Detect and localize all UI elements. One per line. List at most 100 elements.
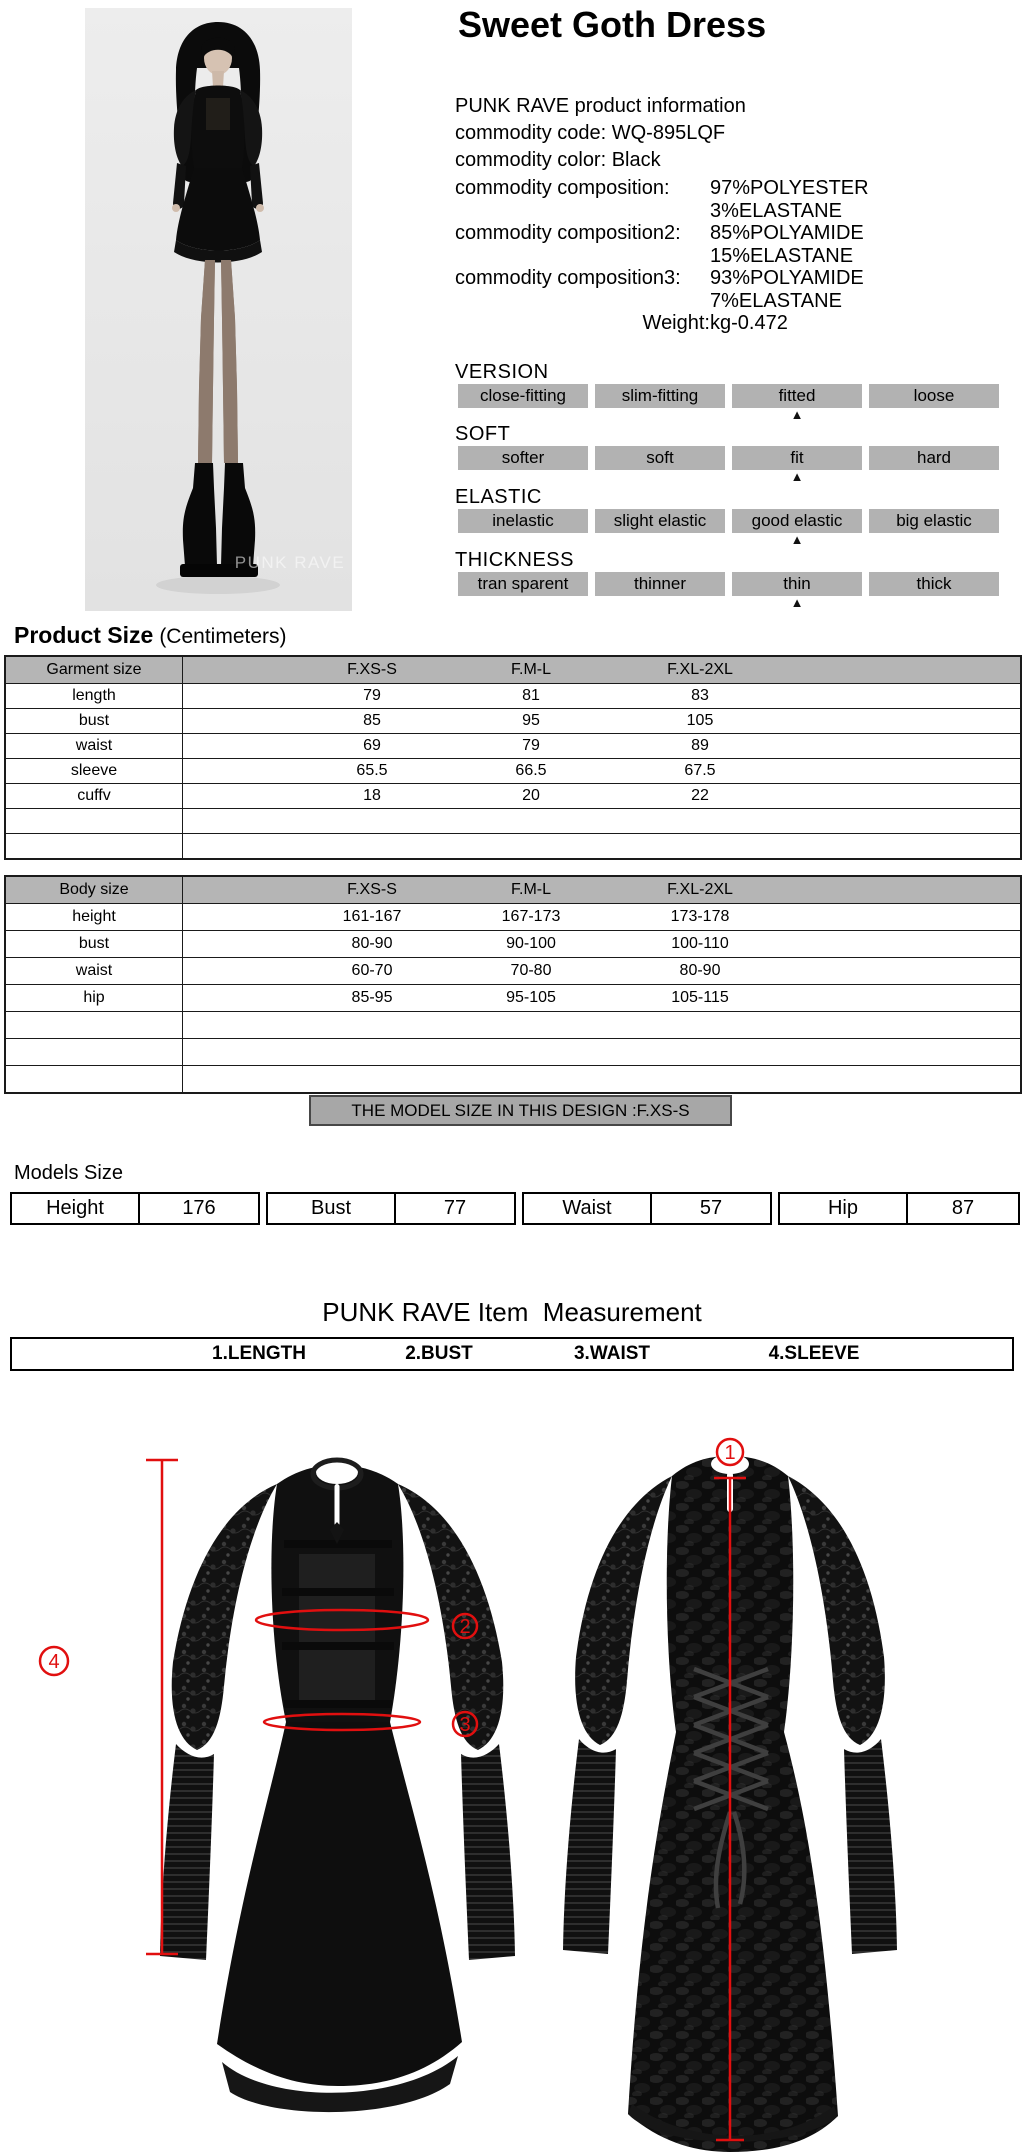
garment-size-table: Garment size F.XS-S F.M-L F.XL-2XL lengt… <box>4 655 1022 860</box>
hand-right <box>256 204 264 212</box>
marker-2-circle <box>451 1612 479 1640</box>
marker-1-label: 1 <box>724 1442 735 1464</box>
selected-marker-icon: ▲ <box>790 407 804 422</box>
back-skirt <box>628 1732 838 2152</box>
measurement-markers: 1 2 3 4 <box>48 1442 735 1736</box>
table-row-empty <box>6 1065 1020 1092</box>
marker-4-label: 4 <box>48 1651 59 1673</box>
attr-option: soft <box>595 446 725 470</box>
table-row: cuffv 18 20 22 <box>6 783 1020 808</box>
attr-option: slight elastic <box>595 509 725 533</box>
composition-block: commodity composition: 97%POLYESTER 3%ELA… <box>455 177 1020 335</box>
front-keyhole <box>334 1484 340 1526</box>
selected-marker-icon: ▲ <box>790 532 804 547</box>
table-header-row: Garment size F.XS-S F.M-L F.XL-2XL <box>6 657 1020 683</box>
composition-row: commodity composition: 97%POLYESTER <box>455 177 869 199</box>
back-sleeve-right <box>788 1476 885 1745</box>
models-size-heading: Models Size <box>14 1162 123 1184</box>
table-row-empty <box>6 1011 1020 1038</box>
composition-row: commodity composition2: 85%POLYAMIDE <box>455 222 864 244</box>
measurement-item-waist: 3.WAIST <box>573 1343 651 1364</box>
attr-elastic: ELASTIC inelastic slight elastic good el… <box>455 486 1003 547</box>
measurement-title: PUNK RAVE Item Measurement <box>322 1297 702 1327</box>
models-size-height: Height 176 <box>10 1192 260 1225</box>
attr-option: thinner <box>595 572 725 596</box>
info-code-line: commodity code: WQ-895LQF <box>455 122 726 144</box>
measurement-legend-bar: 1.LENGTH 2.BUST 3.WAIST 4.SLEEVE <box>10 1337 1014 1371</box>
front-lace-bands <box>282 1540 394 1708</box>
attr-option-selected: thin <box>732 572 862 596</box>
composition-row: 15%ELASTANE <box>710 244 854 267</box>
front-hem-ruffle <box>222 2056 458 2113</box>
marker-3-circle <box>451 1710 479 1738</box>
front-neck-opening <box>316 1460 358 1484</box>
measurement-item-sleeve: 4.SLEEVE <box>768 1343 860 1364</box>
composition-row: 7%ELASTANE <box>710 289 842 312</box>
back-hem-ruffle <box>628 2104 838 2142</box>
back-cuff-right <box>844 1739 897 1954</box>
selected-marker-icon: ▲ <box>790 469 804 484</box>
attr-option: thick <box>869 572 999 596</box>
models-size-hip: Hip 87 <box>778 1192 1020 1225</box>
brand-watermark: PUNK RAVE <box>235 553 346 572</box>
model-size-banner: THE MODEL SIZE IN THIS DESIGN :F.XS-S <box>309 1095 732 1126</box>
waist-guide-ellipse <box>262 1712 422 1732</box>
composition-row: commodity composition3: 93%POLYAMIDE <box>455 267 864 289</box>
table-row: waist 69 79 89 <box>6 733 1020 758</box>
attr-option-selected: fitted <box>732 384 862 408</box>
marker-4-circle <box>38 1645 70 1677</box>
table-row-empty <box>6 808 1020 833</box>
product-size-heading: Product Size (Centimeters) <box>14 622 287 648</box>
measurement-item-length: 1.LENGTH <box>212 1343 306 1364</box>
marker-2-label: 2 <box>459 1616 470 1638</box>
attr-thickness-label: THICKNESS <box>455 549 574 571</box>
model <box>172 22 264 577</box>
model-neck <box>212 71 224 87</box>
attr-option: loose <box>869 384 999 408</box>
info-color-line: commodity color: Black <box>455 149 661 171</box>
front-bow <box>330 1522 344 1544</box>
attr-option: softer <box>458 446 588 470</box>
table-column-divider <box>182 657 183 858</box>
info-brand-line: PUNK RAVE product information <box>455 95 746 117</box>
dress-back-view <box>563 1454 897 2152</box>
front-cuff-left <box>160 1744 214 1960</box>
table-column-divider <box>182 877 183 1092</box>
models-size-bust: Bust 77 <box>266 1192 516 1225</box>
measurement-guides <box>38 1437 746 2142</box>
weight-row: Weight: kg-0.472 <box>642 312 788 334</box>
dress-sleeve-left <box>173 90 196 166</box>
table-header-row: Body size F.XS-S F.M-L F.XL-2XL <box>6 877 1020 903</box>
dress-sleeve-right <box>240 90 263 166</box>
dress-front-view <box>160 1457 515 2113</box>
table-row: length 79 81 83 <box>6 683 1020 708</box>
attr-option: slim-fitting <box>595 384 725 408</box>
hand-left <box>172 204 180 212</box>
attr-soft: SOFT softer soft fit hard ▲ <box>455 423 1003 484</box>
table-row: bust 80-90 90-100 100-110 <box>6 930 1020 957</box>
arm-left <box>173 163 186 209</box>
model-hair <box>175 22 261 182</box>
front-cuff-right <box>461 1744 515 1960</box>
attr-option: close-fitting <box>458 384 588 408</box>
arm-right <box>250 163 263 209</box>
attr-option: tran sparent <box>458 572 588 596</box>
attr-version: VERSION close-fitting slim-fitting fitte… <box>455 361 1003 422</box>
body-size-table: Body size F.XS-S F.M-L F.XL-2XL height 16… <box>4 875 1022 1094</box>
boot-right-sole <box>216 564 258 577</box>
dress-bodice <box>191 85 245 168</box>
attr-option-selected: fit <box>732 446 862 470</box>
models-size-waist: Waist 57 <box>522 1192 772 1225</box>
product-photo: PUNK RAVE <box>85 8 352 611</box>
dress-ruffle <box>174 240 262 263</box>
table-row-empty <box>6 833 1020 858</box>
front-sleeve-right <box>398 1484 504 1750</box>
boot-left-sole <box>180 564 222 577</box>
table-row: hip 85-95 95-105 105-115 <box>6 984 1020 1011</box>
table-row: height 161-167 167-173 173-178 <box>6 903 1020 930</box>
attr-option: hard <box>869 446 999 470</box>
floor-shadow <box>156 576 280 594</box>
attr-option-selected: good elastic <box>732 509 862 533</box>
bust-guide-ellipse <box>254 1608 430 1632</box>
